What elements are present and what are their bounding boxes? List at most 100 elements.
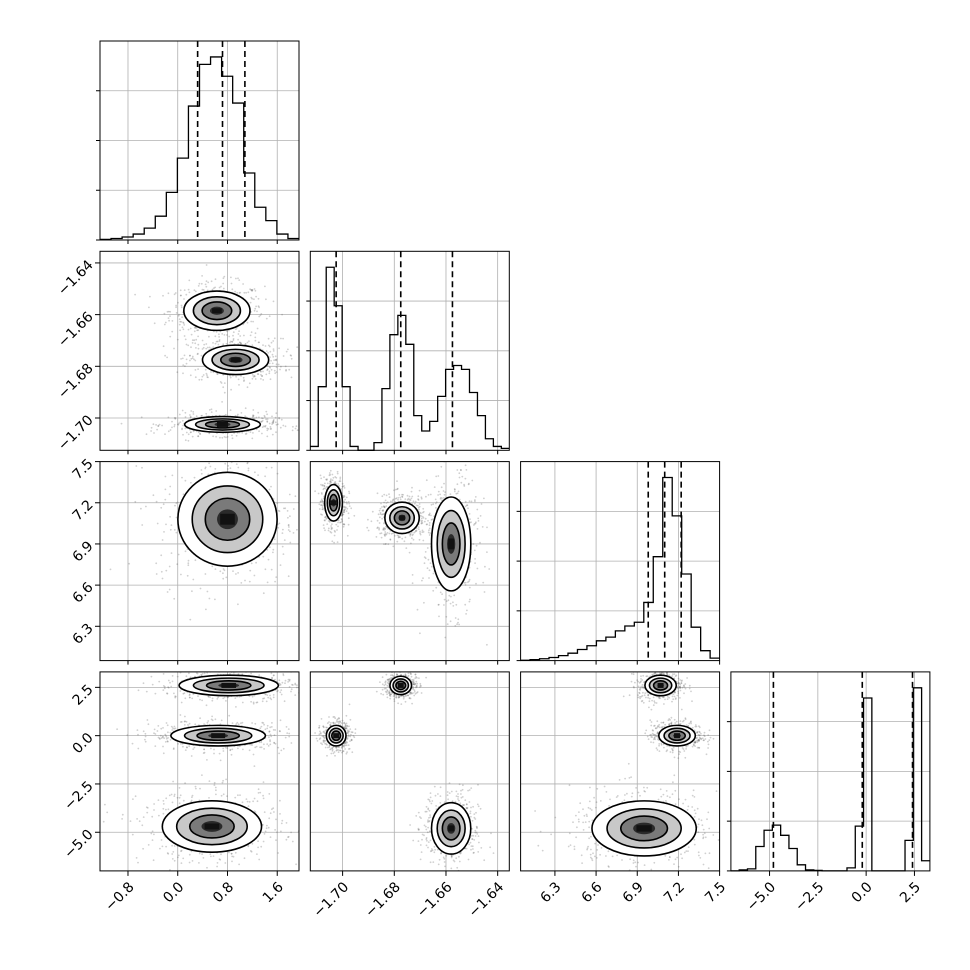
sample-point: [280, 749, 283, 752]
sample-point: [203, 748, 206, 751]
sample-point: [181, 409, 184, 412]
sample-point: [470, 521, 472, 524]
sample-point: [398, 536, 400, 538]
sample-point: [274, 372, 277, 375]
sample-point: [421, 579, 423, 582]
sample-point: [274, 742, 277, 745]
sample-point: [458, 498, 461, 501]
sample-point: [340, 521, 342, 524]
sample-point: [474, 496, 477, 498]
sample-point: [204, 573, 207, 575]
sample-point: [208, 462, 211, 465]
sample-point: [190, 410, 193, 412]
sample-point: [187, 433, 190, 436]
sample-point: [218, 339, 221, 341]
sample-point: [206, 590, 209, 593]
sample-point: [366, 526, 369, 529]
sample-point: [266, 743, 269, 745]
sample-point: [273, 359, 275, 362]
sample-point: [250, 850, 253, 853]
sample-point: [348, 492, 351, 495]
sample-point: [229, 467, 232, 470]
sample-point: [469, 598, 471, 601]
sample-point: [278, 347, 280, 350]
sample-point: [464, 505, 467, 508]
sample-point: [266, 549, 269, 551]
sample-point: [323, 519, 326, 521]
sample-point: [255, 305, 257, 308]
sample-point: [255, 416, 258, 419]
sample-point: [182, 433, 184, 436]
sample-point: [191, 342, 194, 344]
sample-point: [178, 313, 180, 316]
sample-point: [272, 422, 275, 424]
sample-point: [341, 514, 344, 517]
sample-point: [420, 522, 423, 525]
sample-point: [321, 484, 324, 486]
sample-point: [269, 697, 272, 700]
sample-point: [253, 298, 255, 301]
sample-point: [456, 492, 459, 495]
sample-point: [320, 504, 323, 507]
sample-point: [222, 572, 224, 575]
sample-point: [163, 737, 166, 740]
sample-point: [425, 479, 428, 482]
sample-point: [231, 288, 234, 291]
sample-point: [188, 853, 191, 856]
sample-point: [184, 720, 186, 723]
sample-point: [181, 476, 183, 479]
sample-point: [417, 504, 419, 507]
sample-point: [222, 697, 225, 700]
sample-point: [222, 386, 225, 389]
sample-point: [184, 662, 186, 664]
sample-point: [193, 476, 196, 479]
sample-point: [408, 551, 411, 554]
sample-point: [210, 411, 213, 413]
sample-point: [339, 476, 342, 479]
sample-point: [417, 495, 420, 498]
sample-point: [434, 502, 437, 505]
sample-point: [176, 664, 178, 666]
sample-point: [250, 331, 253, 334]
sample-point: [243, 857, 246, 860]
sample-point: [164, 354, 167, 357]
sample-point: [281, 313, 283, 316]
sample-point: [196, 353, 199, 355]
sample-point: [323, 476, 325, 478]
sample-point: [179, 690, 182, 692]
sample-point: [431, 565, 433, 568]
sample-point: [194, 359, 197, 362]
sample-point: [178, 413, 181, 416]
sample-point: [224, 862, 227, 864]
sample-point: [457, 621, 459, 624]
sample-point: [306, 682, 308, 684]
sample-point: [134, 293, 137, 296]
sample-point: [379, 507, 382, 510]
sample-point: [162, 673, 165, 675]
sample-point: [229, 748, 232, 751]
sample-point: [183, 354, 186, 357]
sample-point: [269, 378, 272, 381]
sample-point: [340, 488, 343, 490]
sample-point: [265, 418, 267, 421]
sample-point: [155, 500, 158, 503]
sample-point: [184, 365, 186, 368]
sample-point: [254, 746, 257, 749]
sample-point: [329, 473, 332, 476]
sample-point: [250, 296, 253, 299]
sample-point: [332, 476, 335, 479]
sample-point: [272, 807, 275, 810]
sample-point: [321, 500, 324, 503]
sample-point: [275, 363, 278, 366]
sample-point: [275, 431, 277, 434]
sample-point: [273, 742, 276, 744]
sample-point: [341, 482, 344, 485]
sample-point: [342, 511, 345, 513]
sample-point: [228, 335, 231, 338]
sample-point: [277, 423, 279, 426]
sample-point: [345, 496, 348, 499]
sample-point: [420, 522, 423, 524]
sample-point: [179, 421, 182, 423]
sample-point: [466, 504, 469, 507]
sample-point: [271, 722, 273, 724]
